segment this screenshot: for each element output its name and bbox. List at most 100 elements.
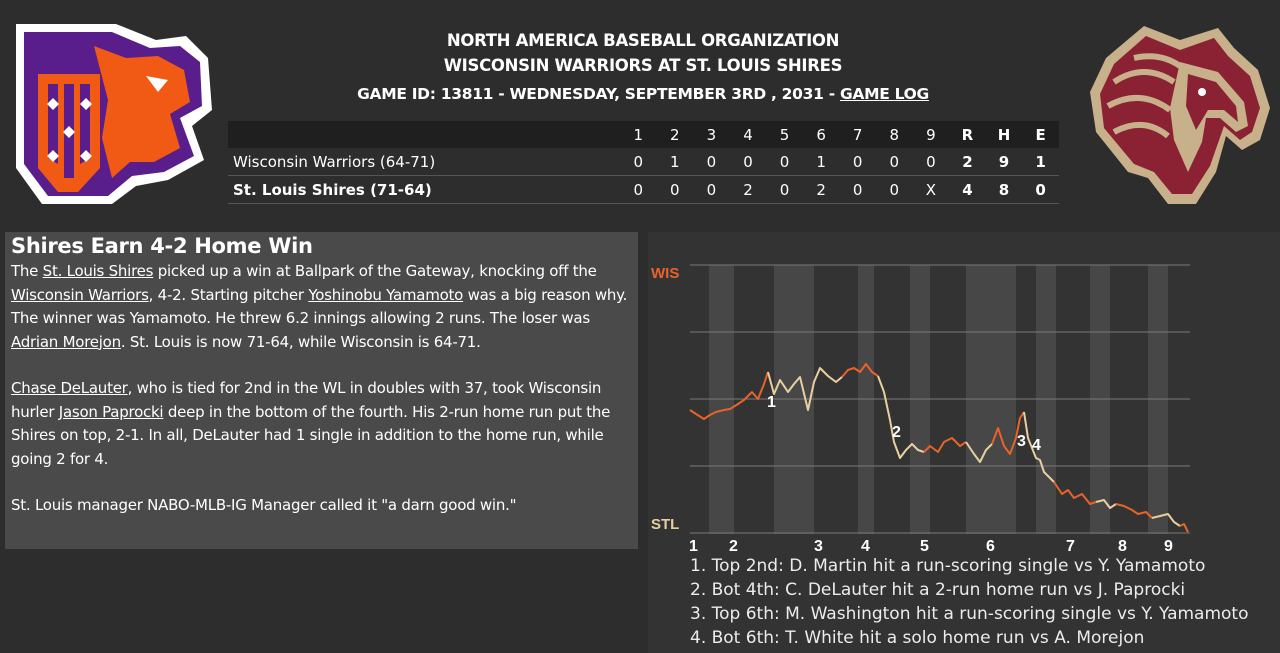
away-errors: 1 [1035,152,1046,171]
inning-score: 0 [706,180,717,199]
recap-text: The [11,262,43,280]
inning-header: 7 [852,125,863,144]
organization-title: NORTH AMERICA BASEBALL ORGANIZATION [446,31,840,50]
inning-score: 0 [779,152,790,171]
inning-score: 0 [633,152,643,171]
scoring-events-legend: 1. Top 2nd: D. Martin hit a run-scoring … [690,554,1249,650]
probability-segment [1115,503,1153,519]
inning-header: 9 [926,125,936,144]
runs-header: R [961,125,974,144]
probability-segment [923,437,967,453]
team-column-header [228,121,620,148]
inning-score: 0 [852,152,863,171]
probability-segment [689,371,769,420]
inning-header: 1 [633,125,643,144]
game-header: NORTH AMERICA BASEBALL ORGANIZATION WISC… [230,28,1056,103]
inning-header: 8 [889,125,900,144]
linescore-table: 1 2 3 4 5 6 7 8 9 R H E Wisconsin Warrio… [228,121,1059,204]
inning-score: 0 [779,180,790,199]
probability-segment [1053,481,1097,505]
morejon-player-link[interactable]: Adrian Morejon [11,332,121,351]
hits-header: H [997,125,1011,144]
game-info: GAME ID: 13811 - WEDNESDAY, SEPTEMBER 3R… [230,85,1056,103]
probability-segment [991,411,1025,455]
inning-score: 1 [670,152,680,171]
inning-score: X [925,180,936,199]
recap-text: , who is tied for 2nd in the WL in doubl… [11,379,602,421]
recap-paragraph: The St. Louis Shires picked up a win at … [11,260,632,354]
away-runs: 2 [962,152,973,171]
away-team-axis-label: WIS [651,265,679,282]
recap-text: was a big reason why. The winner was Yam… [11,285,628,328]
inning-axis-label: 7 [1066,538,1075,554]
probability-segment [965,441,993,463]
scoring-event: 3. Top 6th: M. Washington hit a run-scor… [690,604,1249,624]
inning-score: 2 [743,180,753,199]
scoring-event: 1. Top 2nd: D. Martin hit a run-scoring … [690,556,1206,576]
home-errors: 0 [1035,180,1046,199]
inning-header: 6 [816,125,826,144]
game-recap: Shires Earn 4-2 Home Win The St. Louis S… [5,232,638,549]
inning-axis-label: 9 [1164,538,1173,554]
home-team-axis-label: STL [651,516,679,533]
inning-axis-label: 2 [729,538,738,554]
shires-team-link[interactable]: St. Louis Shires [42,262,154,280]
event-marker: 4 [1032,437,1041,454]
inning-header: 3 [706,125,717,144]
inning-axis-label: 4 [861,538,870,554]
inning-score: 0 [852,180,863,199]
probability-segment [767,367,843,411]
inning-axis-label: 5 [920,538,929,554]
recap-text: , 4-2. Starting pitcher [148,285,309,304]
inning-header: 4 [743,125,753,144]
away-team-name: Wisconsin Warriors (64-71) [233,152,436,171]
probability-segment [1023,411,1055,483]
inning-score: 0 [706,152,717,171]
errors-header: E [1035,125,1046,144]
recap-headline: Shires Earn 4-2 Home Win [11,234,313,258]
inning-score: 2 [816,180,826,199]
home-team-row: St. Louis Shires (71-64) 0 0 0 2 0 2 0 0… [228,176,1059,204]
linescore-header-row: 1 2 3 4 5 6 7 8 9 R H E [228,121,1059,148]
event-marker: 1 [767,394,776,411]
probability-segment [877,375,925,459]
warriors-team-link[interactable]: Wisconsin Warriors [11,285,149,304]
inning-axis-label: 1 [689,538,698,554]
event-markers: 1 2 3 4 [767,394,1041,454]
warriors-logo-icon [16,24,212,204]
probability-segment [1179,523,1189,533]
inning-axis-label: 3 [814,538,823,554]
recap-quote: St. Louis manager NABO-MLB-IG Manager ca… [11,496,517,514]
recap-text: . St. Louis is now 71-64, while Wisconsi… [120,332,481,351]
recap-text: deep in the bottom of the fourth. His 2-… [11,402,611,468]
win-probability-panel: WIS STL 1 2 3 4 1 2 3 4 5 [648,232,1280,653]
inning-score: 0 [633,180,643,199]
gridlines [690,264,1190,534]
inning-score: 0 [743,152,753,171]
inning-score: 1 [816,152,826,171]
inning-header: 5 [779,125,790,144]
paprocki-player-link[interactable]: Jason Paprocki [58,402,164,421]
probability-line [689,363,1189,533]
yamamoto-player-link[interactable]: Yoshinobu Yamamoto [308,285,464,304]
probability-segment [1151,513,1181,527]
inning-score: 0 [889,152,900,171]
matchup-title: WISCONSIN WARRIORS AT ST. LOUIS SHIRES [443,56,843,75]
game-info-text: GAME ID: 13811 - WEDNESDAY, SEPTEMBER 3R… [357,85,840,103]
delauter-player-link[interactable]: Chase DeLauter [11,379,128,397]
inning-axis: 1 2 3 4 5 6 7 8 9 [689,538,1173,554]
inning-axis-label: 8 [1118,538,1127,554]
event-marker: 2 [892,424,901,441]
scoring-event: 4. Bot 6th: T. White hit a solo home run… [690,628,1145,648]
recap-text: picked up a win at Ballpark of the Gatew… [153,262,597,280]
away-team-row: Wisconsin Warriors (64-71) 0 1 0 0 0 1 0… [228,148,1059,176]
shires-logo-icon [1090,26,1270,204]
recap-paragraph: Chase DeLauter, who is tied for 2nd in t… [11,377,632,471]
event-marker: 3 [1017,433,1026,450]
inning-score: 0 [926,152,936,171]
probability-segment [1095,499,1117,509]
home-runs: 4 [962,180,973,199]
away-hits: 9 [998,152,1010,171]
inning-axis-label: 6 [986,538,995,554]
game-log-link[interactable]: GAME LOG [839,85,929,103]
